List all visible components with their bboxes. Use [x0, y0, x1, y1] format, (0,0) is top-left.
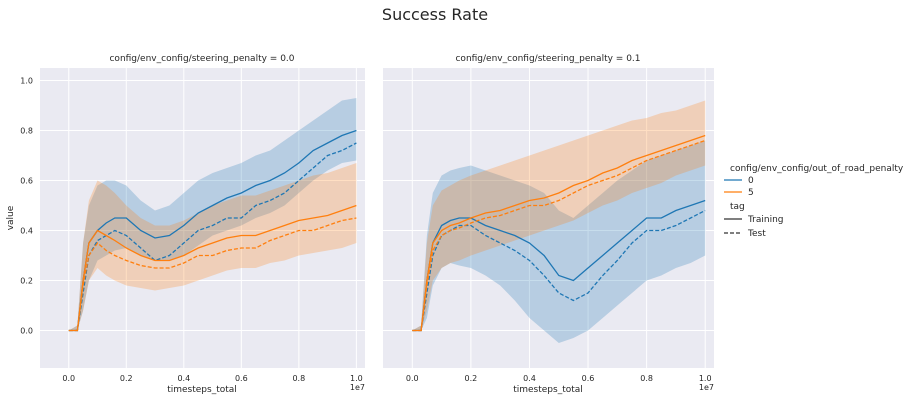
legend-style-title: tag: [730, 202, 745, 212]
x-tick-label: 0.4: [523, 374, 536, 383]
legend-item-test: Test: [747, 229, 766, 239]
series-line-0-test: [68, 142, 357, 332]
tick-labels: 0.0 0.2 0.4 0.6 0.8 1.0 0.0 0.2 0.4 0.6 0.8 1.0: [20, 77, 362, 384]
panel-title: config/env_config/steering_penalty = 0.0: [109, 54, 294, 64]
x-offset-label: 1e7: [350, 383, 365, 392]
y-tick-label: 0.2: [20, 277, 33, 286]
tick-labels: 0.0 0.2 0.4 0.6 0.8 1.0: [406, 374, 712, 383]
series-line-5-training: [412, 134, 706, 332]
figure-title: Success Rate: [382, 5, 488, 24]
x-tick-label: 0.0: [406, 374, 419, 383]
series-line-5-test: [68, 217, 357, 332]
y-axis-label: value: [6, 205, 16, 230]
confidence-bands: [412, 100, 706, 343]
y-tick-label: 1.0: [20, 77, 33, 86]
x-tick-label: 0.8: [640, 374, 653, 383]
legend-item-0: 0: [748, 176, 754, 186]
confidence-band-5: [412, 100, 706, 331]
legend: config/env_config/out_of_road_penalty 0 …: [724, 164, 904, 239]
confidence-band-0: [412, 140, 706, 343]
confidence-bands: [68, 98, 357, 331]
series-line-5-training: [68, 204, 357, 332]
legend-hue-title: config/env_config/out_of_road_penalty: [730, 164, 904, 174]
x-offset-label: 1e7: [699, 383, 714, 392]
x-tick-label: 0.6: [235, 374, 248, 383]
x-tick-label: 0.4: [177, 374, 190, 383]
series-lines: [68, 129, 357, 332]
y-tick-label: 0.8: [20, 127, 33, 136]
panel-title: config/env_config/steering_penalty = 0.1: [455, 54, 640, 64]
x-axis-label: timesteps_total: [513, 385, 583, 395]
confidence-band-5: [68, 163, 357, 331]
x-tick-label: 0.2: [465, 374, 478, 383]
confidence-band-0: [68, 98, 357, 331]
series-line-5-test: [412, 139, 706, 332]
panel-steering-0: 0.0 0.2 0.4 0.6 0.8 1.0 0.0 0.2 0.4 0.6 0.8 1.0 con…: [6, 54, 365, 395]
grid: [383, 68, 714, 368]
x-tick-label: 0.0: [62, 374, 75, 383]
x-tick-label: 0.2: [120, 374, 133, 383]
x-axis-label: timesteps_total: [167, 385, 237, 395]
y-tick-label: 0.0: [20, 327, 33, 336]
x-tick-label: 0.8: [292, 374, 305, 383]
x-tick-label: 1.0: [699, 374, 712, 383]
series-line-0-training: [412, 199, 706, 332]
panel-steering-0.1: 0.0 0.2 0.4 0.6 0.8 1.0 config/env_config/ste…: [383, 54, 714, 395]
series-lines: [412, 134, 706, 332]
x-tick-label: 0.6: [582, 374, 595, 383]
y-tick-label: 0.6: [20, 177, 33, 186]
legend-item-training: Training: [747, 215, 784, 225]
x-tick-label: 1.0: [350, 374, 363, 383]
y-tick-label: 0.4: [20, 227, 33, 236]
legend-item-5: 5: [748, 188, 754, 198]
